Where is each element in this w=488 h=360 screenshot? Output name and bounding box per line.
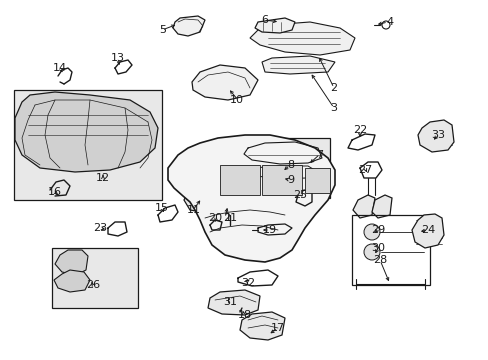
Polygon shape [173, 16, 204, 36]
Text: 24: 24 [420, 225, 434, 235]
Bar [305, 168, 329, 193]
Text: 2: 2 [330, 83, 337, 93]
Text: 14: 14 [53, 63, 67, 73]
Text: 16: 16 [48, 187, 62, 197]
Text: 15: 15 [155, 203, 169, 213]
Bar [351, 215, 429, 285]
Polygon shape [168, 135, 334, 262]
Bar [240, 138, 329, 198]
Text: 33: 33 [430, 130, 444, 140]
Text: 19: 19 [263, 225, 277, 235]
Polygon shape [240, 312, 285, 340]
Polygon shape [207, 290, 260, 315]
Text: 4: 4 [386, 17, 393, 27]
Polygon shape [183, 185, 212, 212]
Text: 10: 10 [229, 95, 244, 105]
Circle shape [237, 304, 243, 310]
Polygon shape [371, 195, 391, 218]
Circle shape [104, 144, 116, 156]
Text: 26: 26 [86, 280, 100, 290]
Text: 22: 22 [352, 125, 366, 135]
Text: 5: 5 [159, 25, 166, 35]
Circle shape [67, 147, 83, 163]
Text: 30: 30 [370, 243, 384, 253]
Bar [14, 90, 162, 200]
Circle shape [74, 278, 82, 286]
Text: 11: 11 [186, 205, 201, 215]
Polygon shape [55, 250, 88, 275]
Polygon shape [352, 195, 374, 218]
Text: 13: 13 [111, 53, 125, 63]
Circle shape [226, 211, 232, 217]
Polygon shape [254, 18, 294, 33]
Polygon shape [417, 120, 453, 152]
Text: 31: 31 [223, 297, 237, 307]
Text: 9: 9 [287, 175, 294, 185]
Bar [262, 165, 302, 195]
Text: 8: 8 [287, 160, 294, 170]
Polygon shape [54, 270, 90, 292]
Polygon shape [262, 56, 334, 74]
Bar [52, 248, 138, 308]
Circle shape [67, 257, 77, 267]
Text: 18: 18 [238, 310, 251, 320]
Text: 29: 29 [370, 225, 385, 235]
Text: 3: 3 [330, 103, 337, 113]
Polygon shape [249, 22, 354, 55]
Polygon shape [192, 65, 258, 100]
Text: 23: 23 [93, 223, 107, 233]
Text: 25: 25 [292, 190, 306, 200]
Polygon shape [411, 214, 443, 248]
Bar [220, 165, 260, 195]
Circle shape [363, 244, 379, 260]
Polygon shape [15, 92, 158, 172]
Text: 1: 1 [224, 213, 231, 223]
Text: 27: 27 [357, 165, 371, 175]
Text: 28: 28 [372, 255, 386, 265]
Text: 7: 7 [316, 150, 323, 160]
Text: 17: 17 [270, 323, 285, 333]
Circle shape [50, 135, 60, 145]
Text: 21: 21 [223, 213, 237, 223]
Text: 6: 6 [261, 15, 268, 25]
Text: 12: 12 [96, 173, 110, 183]
Circle shape [363, 224, 379, 240]
Text: 20: 20 [207, 213, 222, 223]
Text: 32: 32 [241, 278, 255, 288]
